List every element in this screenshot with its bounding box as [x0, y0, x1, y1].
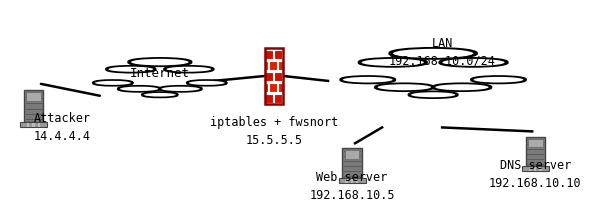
FancyBboxPatch shape [265, 50, 273, 59]
FancyBboxPatch shape [265, 61, 268, 70]
Text: Web server
192.168.10.5: Web server 192.168.10.5 [309, 171, 395, 202]
Text: Internet: Internet [130, 67, 190, 80]
Ellipse shape [435, 84, 489, 90]
FancyBboxPatch shape [33, 123, 35, 128]
FancyBboxPatch shape [274, 72, 282, 81]
Ellipse shape [144, 93, 176, 97]
FancyBboxPatch shape [346, 179, 347, 183]
FancyBboxPatch shape [20, 122, 47, 128]
Ellipse shape [107, 67, 155, 72]
Ellipse shape [474, 77, 523, 83]
FancyBboxPatch shape [38, 123, 40, 128]
FancyBboxPatch shape [522, 166, 548, 171]
FancyBboxPatch shape [279, 61, 283, 70]
Ellipse shape [95, 81, 131, 85]
FancyBboxPatch shape [534, 167, 536, 171]
Ellipse shape [93, 81, 132, 85]
FancyBboxPatch shape [338, 178, 365, 183]
FancyBboxPatch shape [26, 92, 41, 101]
Ellipse shape [161, 87, 200, 91]
Ellipse shape [440, 59, 507, 66]
Ellipse shape [341, 77, 395, 83]
FancyBboxPatch shape [526, 136, 545, 166]
Ellipse shape [393, 49, 473, 58]
Ellipse shape [143, 93, 177, 97]
Ellipse shape [377, 84, 431, 90]
Ellipse shape [411, 92, 455, 97]
Text: iptables + fwsnort
15.5.5.5: iptables + fwsnort 15.5.5.5 [210, 116, 338, 147]
Ellipse shape [119, 87, 160, 91]
FancyBboxPatch shape [24, 89, 43, 122]
Ellipse shape [362, 59, 424, 66]
FancyBboxPatch shape [27, 123, 29, 128]
FancyBboxPatch shape [265, 94, 273, 103]
FancyBboxPatch shape [265, 72, 273, 81]
Ellipse shape [167, 67, 211, 72]
Ellipse shape [165, 67, 213, 72]
FancyBboxPatch shape [351, 179, 353, 183]
FancyBboxPatch shape [356, 179, 358, 183]
FancyBboxPatch shape [528, 139, 542, 147]
Ellipse shape [187, 81, 226, 85]
Ellipse shape [471, 77, 526, 83]
Ellipse shape [160, 87, 201, 91]
Ellipse shape [343, 77, 393, 83]
Ellipse shape [433, 84, 491, 90]
Ellipse shape [131, 59, 188, 65]
Text: DNS server
192.168.10.10: DNS server 192.168.10.10 [489, 159, 582, 190]
Ellipse shape [120, 87, 158, 91]
Text: Attacker
14.4.4.4: Attacker 14.4.4.4 [34, 112, 91, 143]
Ellipse shape [359, 59, 426, 66]
FancyBboxPatch shape [270, 61, 278, 70]
Ellipse shape [390, 48, 476, 58]
FancyBboxPatch shape [274, 94, 282, 103]
FancyBboxPatch shape [539, 167, 542, 171]
Ellipse shape [189, 81, 225, 85]
FancyBboxPatch shape [343, 149, 362, 178]
FancyBboxPatch shape [270, 83, 278, 92]
Ellipse shape [376, 84, 433, 90]
FancyBboxPatch shape [529, 167, 531, 171]
Ellipse shape [108, 67, 153, 72]
Ellipse shape [409, 92, 457, 98]
FancyBboxPatch shape [345, 150, 359, 159]
Ellipse shape [442, 59, 504, 66]
Ellipse shape [129, 59, 191, 66]
FancyBboxPatch shape [265, 83, 268, 92]
FancyBboxPatch shape [279, 83, 283, 92]
Text: LAN
192.168.10.0/24: LAN 192.168.10.0/24 [389, 37, 495, 68]
FancyBboxPatch shape [274, 50, 282, 59]
